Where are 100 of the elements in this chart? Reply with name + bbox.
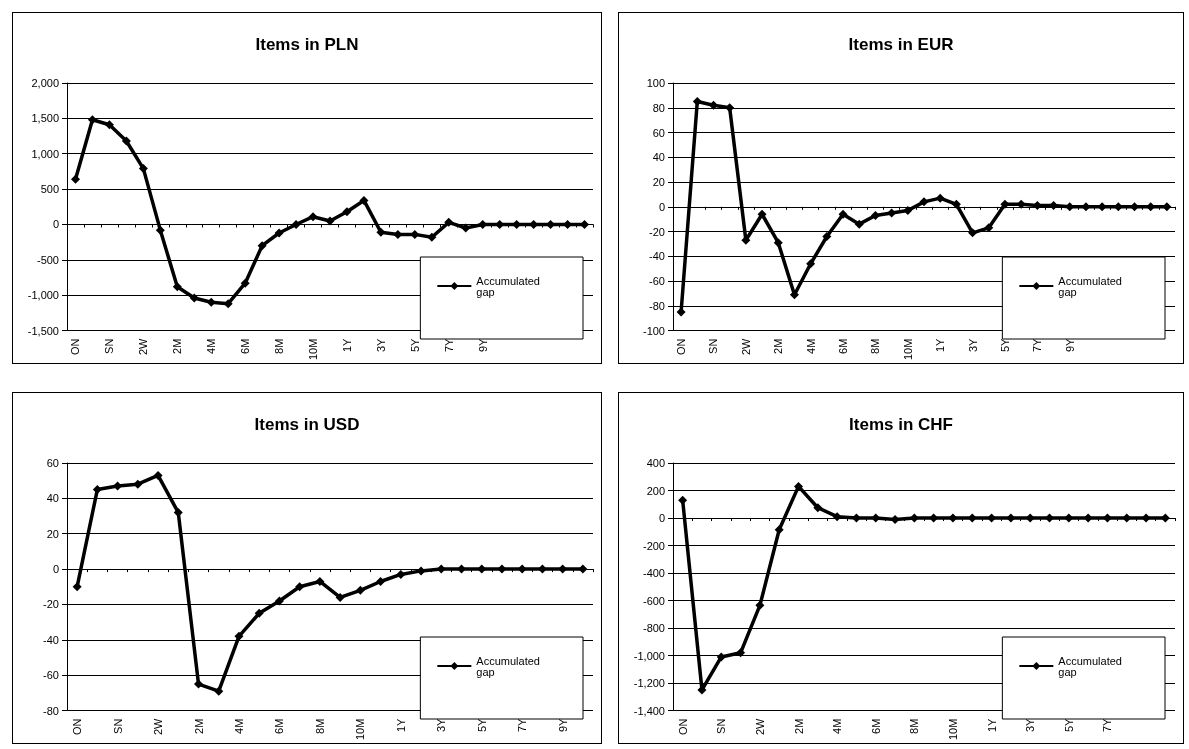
chart-title: Items in PLN <box>255 35 359 54</box>
point <box>461 223 471 233</box>
y-tick-label: 0 <box>52 218 59 231</box>
y-tick-label: -60 <box>43 669 59 682</box>
point <box>189 293 199 303</box>
point <box>968 228 978 238</box>
y-tick-label: 60 <box>652 126 665 139</box>
y-tick-label: 40 <box>652 151 665 164</box>
x-tick-label: 8M <box>273 338 286 354</box>
y-tick-label: -1,000 <box>27 289 59 302</box>
y-tick-label: -20 <box>649 225 665 238</box>
x-tick-label: 4M <box>804 338 817 354</box>
point <box>355 585 365 595</box>
point <box>1141 513 1151 523</box>
point <box>274 228 284 238</box>
y-tick-label: 40 <box>46 492 59 505</box>
point <box>153 470 163 480</box>
point <box>335 592 345 602</box>
point <box>755 600 765 610</box>
x-tick-label: 4M <box>831 718 844 734</box>
point <box>948 513 958 523</box>
point <box>295 582 305 592</box>
y-tick-label: -80 <box>43 704 59 717</box>
y-tick-label: 1,500 <box>31 112 59 125</box>
point <box>822 232 832 242</box>
x-tick-label: 8M <box>908 718 921 734</box>
legend-label: Accumulated gap <box>1058 654 1126 678</box>
x-tick-label: 2M <box>792 718 805 734</box>
legend-label: Accumulated gap <box>476 654 544 678</box>
x-tick-label: 9Y <box>476 337 489 353</box>
x-tick-label: 10M <box>946 718 959 741</box>
point <box>92 485 102 495</box>
x-tick-label: 7Y <box>1101 717 1114 733</box>
x-tick-label: 5Y <box>998 337 1011 353</box>
point <box>678 495 688 505</box>
y-tick-label: -500 <box>36 253 59 266</box>
point <box>427 232 437 242</box>
x-tick-label: 1Y <box>985 717 998 733</box>
y-tick-label: 20 <box>46 527 59 540</box>
point <box>254 608 264 618</box>
x-tick-label: 5Y <box>475 717 488 733</box>
point <box>984 223 994 233</box>
x-tick-label: 10M <box>307 338 320 361</box>
point <box>813 503 823 513</box>
point <box>1162 202 1172 212</box>
y-tick-label: -40 <box>43 633 59 646</box>
y-tick-label: 0 <box>658 200 665 213</box>
point <box>315 576 325 586</box>
x-tick-label: 10M <box>901 338 914 361</box>
point <box>396 569 406 579</box>
point <box>1045 513 1054 523</box>
point <box>757 209 767 219</box>
y-tick-label: -1,400 <box>633 704 665 717</box>
y-tick-label: 20 <box>652 176 665 189</box>
point <box>716 652 726 662</box>
y-tick-label: 200 <box>646 484 665 497</box>
x-tick-label: 4M <box>232 718 245 734</box>
point <box>133 479 143 489</box>
x-tick-label: 2W <box>753 717 766 736</box>
point <box>497 564 507 574</box>
x-tick-label: 5Y <box>408 337 421 353</box>
x-tick-label: 1Y <box>934 337 947 353</box>
y-tick-label: -20 <box>43 598 59 611</box>
point <box>806 259 816 269</box>
point <box>773 238 783 248</box>
point <box>854 219 864 229</box>
point <box>870 210 880 220</box>
y-tick-label: 500 <box>40 183 59 196</box>
y-tick-label: 2,000 <box>31 77 59 89</box>
y-tick-label: -1,200 <box>633 677 665 690</box>
point <box>291 219 301 229</box>
point <box>676 307 686 317</box>
point <box>87 115 97 125</box>
point <box>457 564 466 574</box>
x-tick-label: 1Y <box>340 337 353 353</box>
x-tick-label: 9Y <box>1063 337 1076 353</box>
chart-title: Items in CHF <box>849 415 953 434</box>
point <box>172 282 182 292</box>
x-tick-label: 8M <box>313 718 326 734</box>
x-tick-label: SN <box>111 718 124 734</box>
point <box>359 195 369 205</box>
point <box>832 512 842 522</box>
y-tick-label: -1,500 <box>27 324 59 337</box>
y-tick-label: 60 <box>46 457 59 469</box>
point <box>308 212 318 222</box>
point <box>234 631 244 641</box>
x-tick-label: 3Y <box>435 717 448 733</box>
y-tick-label: -800 <box>642 622 665 635</box>
point <box>274 596 284 606</box>
x-tick-label: 3Y <box>1024 717 1037 733</box>
x-tick-label: 3Y <box>966 337 979 353</box>
point <box>325 216 335 226</box>
x-tick-label: 6M <box>869 718 882 734</box>
x-tick-label: 6M <box>239 338 252 354</box>
x-tick-label: SN <box>103 338 116 354</box>
point <box>206 297 216 307</box>
point <box>838 209 848 219</box>
y-tick-label: 0 <box>52 563 59 576</box>
x-tick-label: 7Y <box>516 717 529 733</box>
y-tick-label: -1,000 <box>633 649 665 662</box>
